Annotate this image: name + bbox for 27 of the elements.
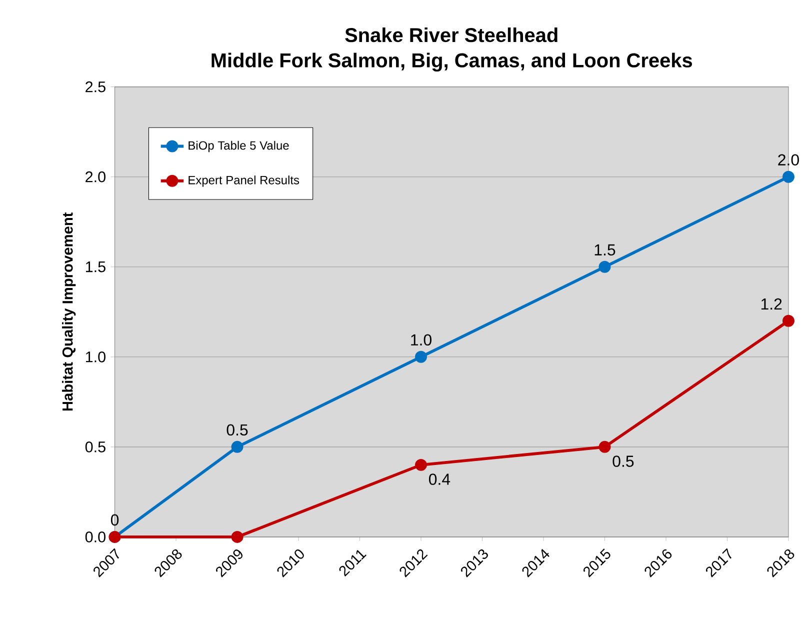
data-label: 1.2 (761, 298, 782, 310)
data-label: 1.0 (411, 334, 432, 346)
y-tick-label: 1.5 (86, 262, 106, 272)
y-tick-label: 0.5 (85, 442, 106, 452)
y-tick-label: 1.0 (86, 352, 106, 362)
data-label: 0.5 (612, 456, 634, 468)
y-axis-title: Habitat Quality Improvement (62, 212, 76, 411)
legend-label: Expert Panel Results (188, 176, 300, 187)
point (782, 170, 794, 183)
point (231, 531, 244, 544)
point (415, 351, 427, 363)
chart-title: Snake River Steelhead (345, 28, 558, 42)
data-label: 0 (110, 514, 119, 526)
data-label: 2.0 (778, 154, 799, 166)
point (782, 314, 794, 327)
point (598, 260, 611, 273)
y-tick-label: 0.0 (85, 532, 106, 542)
y-tick-label: 2.5 (86, 82, 106, 92)
data-label: 0.5 (226, 424, 248, 436)
data-label: 0.4 (428, 474, 450, 486)
legend-label: BiOp Table 5 Value (188, 141, 289, 152)
point (415, 459, 427, 472)
data-label: 1.5 (594, 244, 616, 256)
y-tick-label: 2.0 (86, 172, 106, 182)
chart-subtitle: Middle Fork Salmon, Big, Camas, and Loon Creeks (212, 52, 692, 72)
point (598, 441, 611, 454)
point (231, 441, 244, 454)
